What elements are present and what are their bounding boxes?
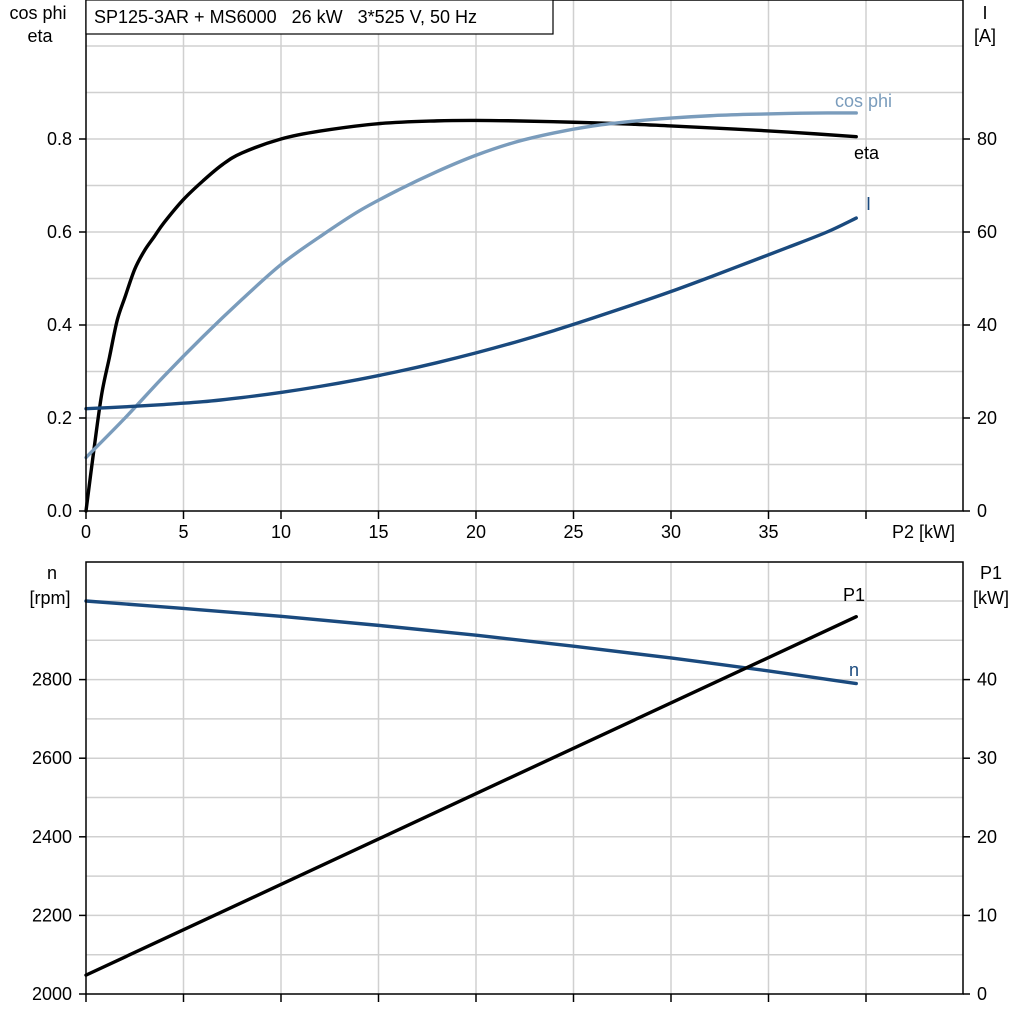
y-left-tick-label: 0.0 — [47, 501, 72, 521]
series-label-n: n — [849, 660, 859, 680]
y-left-tick-label: 2600 — [32, 748, 72, 768]
top-series — [84, 111, 858, 513]
y-right-tick-label: 40 — [977, 315, 997, 335]
y-left-tick-label: 0.2 — [47, 408, 72, 428]
y-right-tick-label: 0 — [977, 501, 987, 521]
bottom-right-ylabel-1: P1 — [980, 563, 1002, 583]
y-right-tick-label: 20 — [977, 408, 997, 428]
bottom-series — [84, 599, 858, 977]
series-line-i — [84, 216, 858, 411]
y-left-tick-label: 2400 — [32, 827, 72, 847]
y-left-tick-label: 2000 — [32, 984, 72, 1004]
top-xlabel: P2 [kW] — [892, 522, 955, 542]
series-line-eta — [84, 118, 858, 513]
y-left-tick-label: 0.8 — [47, 129, 72, 149]
bottom-panel: 2000 2200 2400 2600 2800 0 10 20 30 40 n [rpm] P1… — [29, 561, 1009, 1004]
y-right-tick-label: 0 — [977, 984, 987, 1004]
x-tick-label: 35 — [758, 522, 778, 542]
series-label-P1: P1 — [843, 585, 865, 605]
y-right-tick-label: 60 — [977, 222, 997, 242]
bottom-left-ylabel-2: [rpm] — [29, 588, 70, 608]
top-left-ylabel-2: eta — [27, 26, 53, 46]
y-left-tick-label: 2200 — [32, 905, 72, 925]
top-grid — [86, 0, 963, 511]
x-tick-label: 0 — [81, 522, 91, 542]
x-tick-label: 25 — [563, 522, 583, 542]
bottom-left-ylabel-1: n — [47, 563, 57, 583]
y-left-tick-label: 0.4 — [47, 315, 72, 335]
chart-title-box: SP125-3AR + MS6000 26 kW 3*525 V, 50 Hz — [85, 0, 554, 35]
y-left-tick-label: 0.6 — [47, 222, 72, 242]
top-right-ylabel-1: I — [982, 3, 987, 23]
series-label-cos-phi: cos phi — [835, 91, 892, 111]
x-tick-label: 15 — [368, 522, 388, 542]
chart-title: SP125-3AR + MS6000 26 kW 3*525 V, 50 Hz — [94, 7, 477, 27]
y-left-tick-label: 2800 — [32, 670, 72, 690]
top-right-ylabel-2: [A] — [974, 26, 996, 46]
series-line-cos-phi — [84, 111, 858, 460]
x-tick-label: 30 — [661, 522, 681, 542]
y-right-tick-label: 20 — [977, 827, 997, 847]
y-right-tick-label: 10 — [977, 905, 997, 925]
x-tick-label: 5 — [178, 522, 188, 542]
y-right-tick-label: 80 — [977, 129, 997, 149]
series-line-p1 — [84, 615, 858, 977]
y-right-tick-label: 30 — [977, 748, 997, 768]
top-panel: 0 5 10 15 20 25 30 35 0.0 0.2 0.4 0.6 0.8 0 20 40 60 80 c… — [9, 0, 997, 542]
bottom-ticks: 2000 2200 2400 2600 2800 0 10 20 30 40 — [32, 670, 997, 1004]
x-tick-label: 10 — [271, 522, 291, 542]
series-label-eta: eta — [854, 143, 880, 163]
top-plot-frame — [85, 0, 964, 512]
top-left-ylabel-1: cos phi — [9, 3, 66, 23]
series-line-n — [84, 599, 858, 686]
series-label-I: I — [866, 194, 871, 214]
bottom-right-ylabel-2: [kW] — [973, 588, 1009, 608]
y-right-tick-label: 40 — [977, 670, 997, 690]
top-ticks: 0 5 10 15 20 25 30 35 0.0 0.2 0.4 0.6 0.8 0 20 40 60 80 — [47, 129, 997, 542]
x-tick-label: 20 — [466, 522, 486, 542]
bottom-plot-frame — [85, 561, 964, 995]
